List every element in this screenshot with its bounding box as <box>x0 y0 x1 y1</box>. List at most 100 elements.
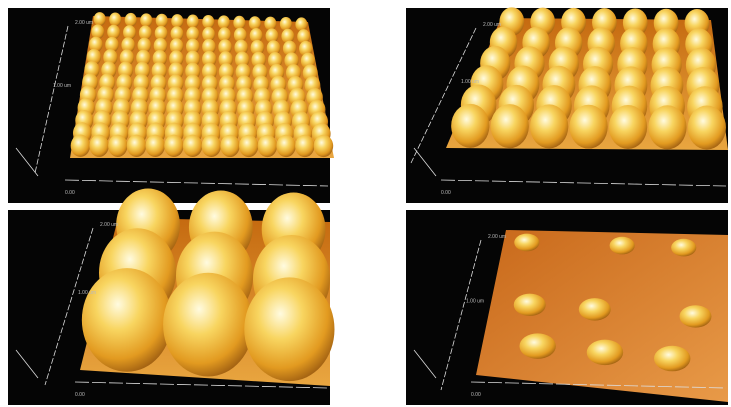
topography-peak <box>257 134 278 158</box>
topography-peak <box>299 40 313 57</box>
topography-peak <box>654 345 691 372</box>
topography-peak <box>170 26 184 41</box>
topography-peak <box>145 134 165 157</box>
topography-peak <box>679 305 712 328</box>
topography-peak <box>164 134 184 157</box>
axis-line <box>413 349 437 379</box>
topography-peak <box>249 28 263 43</box>
topography-peak <box>234 39 248 56</box>
topography-peak <box>648 105 687 150</box>
topography-peak <box>513 293 546 317</box>
topography-peak <box>244 277 335 382</box>
afm-panel: 2.00 um 1.00 um 0.00 <box>8 188 335 405</box>
topography-peak <box>185 62 201 80</box>
topography-peak <box>313 134 334 158</box>
topography-peak <box>202 14 215 29</box>
topography-peak <box>86 48 102 66</box>
topography-peak <box>569 104 608 149</box>
topography-peak <box>163 272 254 377</box>
topography-peak <box>169 50 184 67</box>
topography-peak <box>282 40 297 57</box>
topography-peak <box>107 24 121 40</box>
topography-peak <box>218 27 231 43</box>
topography-peak <box>248 16 261 31</box>
topography-peak <box>89 36 103 53</box>
topography-peak <box>279 17 292 31</box>
axis-label: 0.00 <box>471 392 481 398</box>
topography-peak <box>126 134 147 157</box>
topography-peak <box>202 50 217 68</box>
topography-peak <box>121 37 135 53</box>
topography-peak <box>235 51 250 68</box>
topography-peak <box>137 37 152 54</box>
topography-peak <box>264 16 277 31</box>
topography-peak <box>578 298 611 321</box>
axis-label: 0.00 <box>441 190 451 196</box>
topography-peak <box>81 268 173 372</box>
axis-label: 1.00 um <box>78 290 96 296</box>
topography-peak <box>608 104 648 149</box>
axis-line <box>15 349 39 379</box>
topography-peak <box>217 15 230 30</box>
axis-line <box>74 381 329 389</box>
topography-peak <box>490 104 529 149</box>
topography-peak <box>218 39 232 55</box>
axis-line <box>410 27 477 164</box>
axis-line <box>413 147 437 177</box>
axis-line <box>15 147 39 177</box>
afm-panel: 2.00 um 1.00 um 0.00 <box>8 8 334 203</box>
topography-peak <box>202 26 216 42</box>
axis-label: 0.00 <box>75 392 85 398</box>
topography-peak <box>185 50 200 68</box>
topography-peak <box>155 13 168 28</box>
topography-peak <box>238 134 259 158</box>
topography-peak <box>201 134 221 158</box>
axis-label: 1.00 um <box>466 299 484 305</box>
axis-label: 2.00 um <box>100 222 118 228</box>
topography-peak <box>93 12 106 26</box>
topography-peak <box>108 134 128 157</box>
topography-peak <box>154 25 168 41</box>
topography-peak <box>153 37 168 54</box>
axis-label: 2.00 um <box>483 22 501 28</box>
topography-peak <box>186 26 200 42</box>
axis-line <box>440 179 727 187</box>
topography-peak <box>519 333 556 359</box>
topography-peak <box>109 12 122 27</box>
topography-peak <box>186 14 199 29</box>
afm-panel: 2.00 um 1.00 um 0.00 <box>406 210 728 405</box>
topography-peak <box>671 238 697 257</box>
axis-line <box>470 381 727 389</box>
topography-peak <box>185 38 200 55</box>
topography-peak <box>171 14 184 29</box>
topography-peak <box>233 27 247 43</box>
topography-peak <box>220 134 240 158</box>
axis-label: 1.00 um <box>53 83 71 89</box>
topography-peak <box>123 25 136 40</box>
topography-peak <box>266 40 281 56</box>
topography-peak <box>530 104 569 149</box>
topography-peak <box>281 28 295 44</box>
topography-peak <box>119 49 134 66</box>
topography-peak <box>451 103 490 148</box>
afm-panel: 2.00 um 1.00 um 0.00 <box>406 7 728 203</box>
topography-peak <box>297 29 311 44</box>
axis-line <box>64 179 329 187</box>
topography-peak <box>202 38 216 55</box>
topography-peak <box>687 105 726 150</box>
topography-peak <box>91 24 105 40</box>
topography-peak <box>514 233 540 252</box>
axis-label: 1.00 um <box>461 79 479 85</box>
axis-line <box>440 239 482 391</box>
topography-peak <box>124 12 137 27</box>
topography-peak <box>233 15 246 30</box>
topography-peak <box>136 49 151 67</box>
axis-label: 0.00 <box>65 190 75 196</box>
topography-peak <box>295 134 315 158</box>
topography-peak <box>140 13 153 28</box>
topography-peak <box>250 39 265 56</box>
topography-peak <box>265 28 279 44</box>
topography-peak <box>70 134 91 157</box>
